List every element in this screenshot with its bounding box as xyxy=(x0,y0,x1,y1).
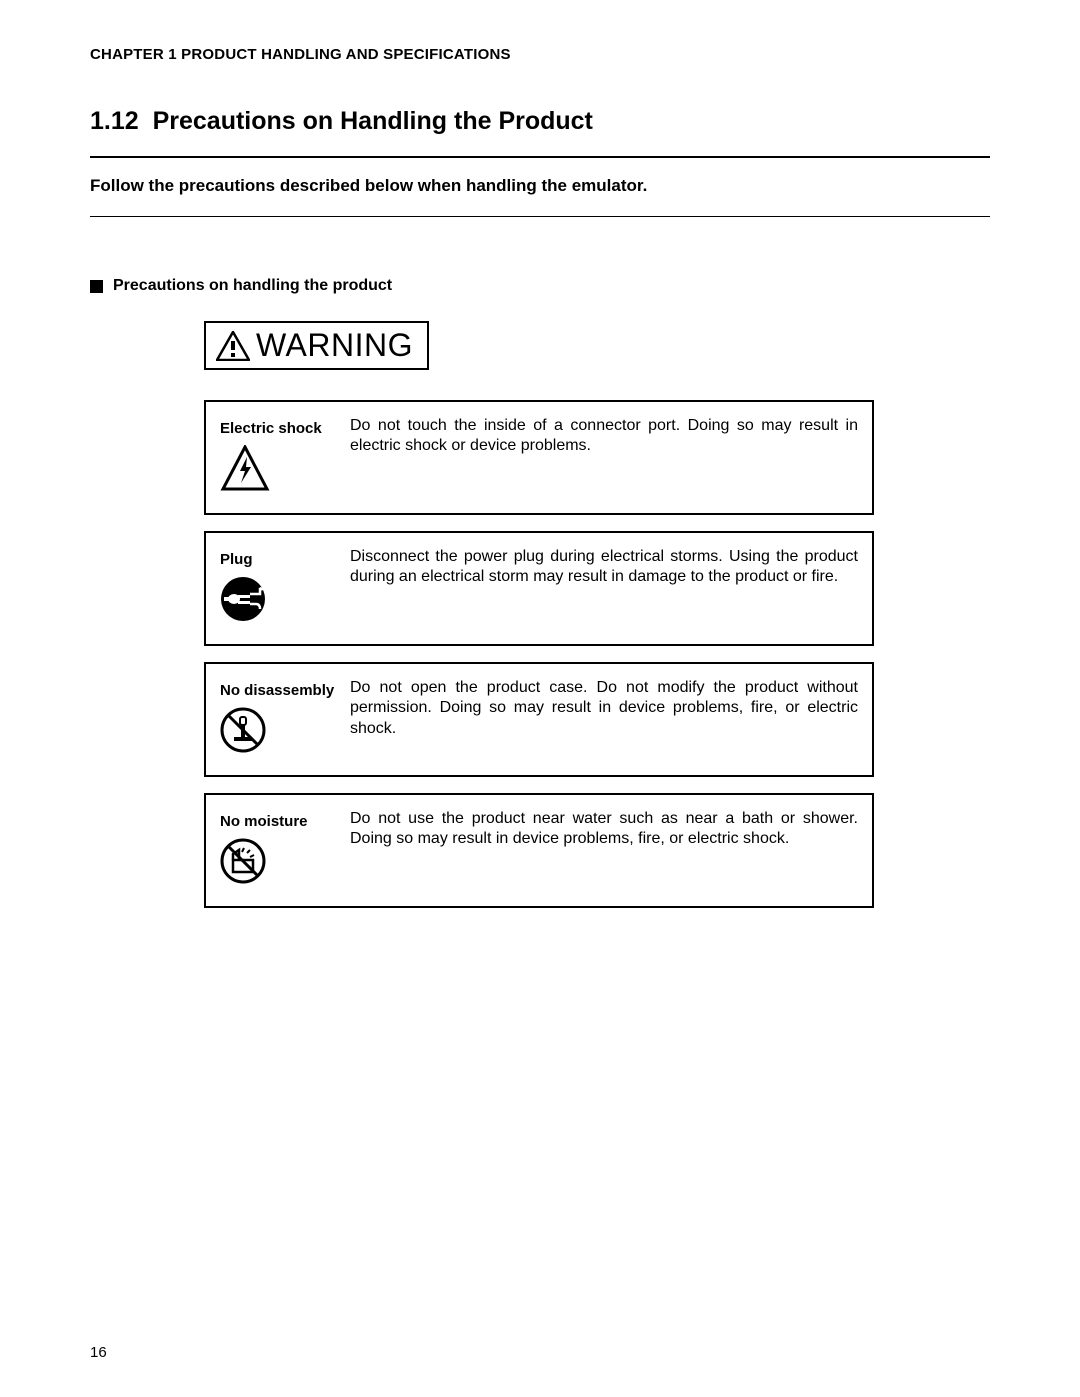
precaution-text: Do not open the product case. Do not mod… xyxy=(350,676,858,763)
divider-bottom xyxy=(90,216,990,217)
warning-label: WARNING xyxy=(256,327,413,364)
subheading-text: Precautions on handling the product xyxy=(113,277,392,295)
precautions-container: Electric shock Do not touch the inside o… xyxy=(204,400,874,908)
section-title-text: Precautions on Handling the Product xyxy=(153,107,593,135)
document-page: CHAPTER 1 PRODUCT HANDLING AND SPECIFICA… xyxy=(0,0,1080,1397)
bullet-square-icon xyxy=(90,280,103,293)
precaution-electric-shock: Electric shock Do not touch the inside o… xyxy=(204,400,874,515)
precaution-no-moisture: No moisture Do not use the product near … xyxy=(204,793,874,908)
precaution-left: Plug xyxy=(220,545,350,632)
divider-top xyxy=(90,156,990,158)
precaution-text: Disconnect the power plug during electri… xyxy=(350,545,858,632)
precaution-no-disassembly: No disassembly Do not open the product c… xyxy=(204,662,874,777)
page-number: 16 xyxy=(90,1344,107,1361)
chapter-header: CHAPTER 1 PRODUCT HANDLING AND SPECIFICA… xyxy=(90,46,990,63)
precaution-label: No disassembly xyxy=(220,682,334,699)
subheading-row: Precautions on handling the product xyxy=(90,277,990,295)
warning-triangle-icon xyxy=(216,331,250,361)
precaution-label: Electric shock xyxy=(220,420,322,437)
warning-box: WARNING xyxy=(204,321,429,370)
precaution-plug: Plug Disconnect the power plug during el… xyxy=(204,531,874,646)
section-number: 1.12 xyxy=(90,107,139,135)
no-disassembly-icon xyxy=(220,707,266,758)
section-title: 1.12 Precautions on Handling the Product xyxy=(90,107,990,136)
plug-icon xyxy=(220,576,266,627)
precaution-left: Electric shock xyxy=(220,414,350,501)
precaution-text: Do not use the product near water such a… xyxy=(350,807,858,894)
precaution-text: Do not touch the inside of a connector p… xyxy=(350,414,858,501)
precaution-left: No disassembly xyxy=(220,676,350,763)
no-moisture-icon xyxy=(220,838,266,889)
precaution-label: No moisture xyxy=(220,813,308,830)
precaution-label: Plug xyxy=(220,551,253,568)
intro-text: Follow the precautions described below w… xyxy=(90,176,990,196)
precaution-left: No moisture xyxy=(220,807,350,894)
electric-shock-icon xyxy=(220,445,270,498)
